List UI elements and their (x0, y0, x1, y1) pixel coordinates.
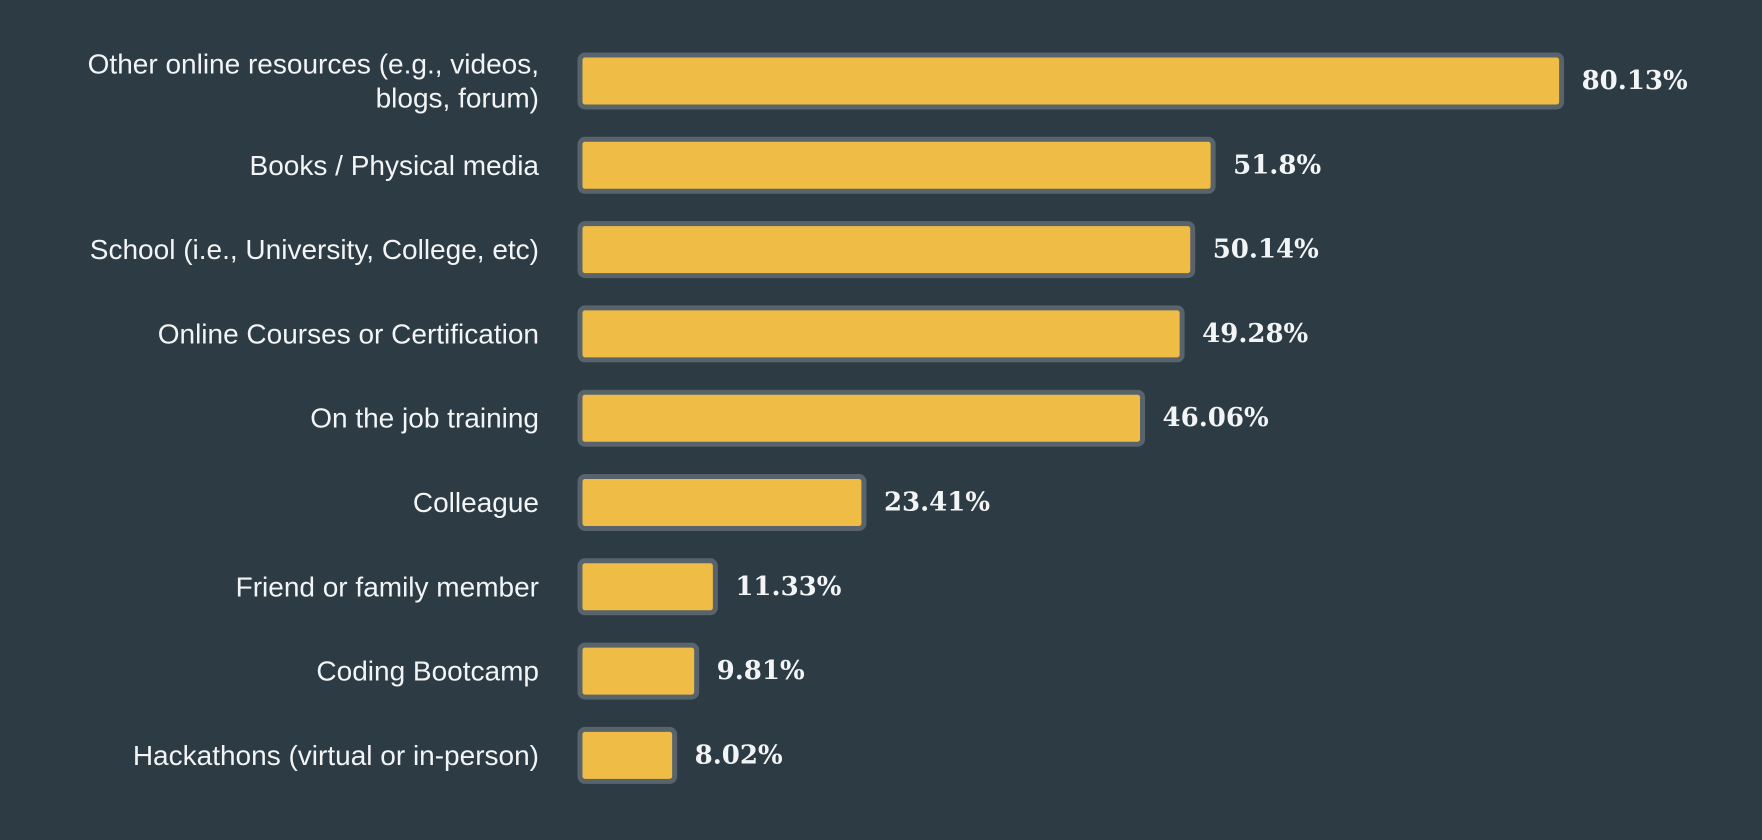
bar-3 (577, 305, 1185, 363)
category-label-2: School (i.e., University, College, etc) (90, 234, 539, 265)
bar-0 (577, 52, 1565, 110)
bars-group (577, 52, 1565, 784)
category-label-line: On the job training (310, 403, 539, 434)
bar-2 (577, 221, 1196, 279)
value-label-5: 23.41% (884, 488, 990, 518)
value-label-3: 49.28% (1202, 319, 1308, 349)
category-label-8: Hackathons (virtual or in-person) (133, 740, 539, 771)
bar-6 (577, 558, 718, 616)
bar-1 (577, 136, 1216, 194)
value-label-2: 50.14% (1213, 235, 1319, 265)
value-label-6: 11.33% (735, 572, 841, 602)
category-label-0: Other online resources (e.g., videos, blo… (88, 49, 539, 114)
category-label-line: Other online resources (e.g., videos, (88, 49, 539, 80)
value-label-0: 80.13% (1582, 66, 1688, 96)
category-label-line: Colleague (413, 487, 539, 518)
category-label-line: Hackathons (virtual or in-person) (133, 740, 539, 771)
category-label-5: Colleague (413, 487, 539, 518)
bar-8 (577, 726, 678, 784)
bar-4 (577, 389, 1146, 447)
value-label-7: 9.81% (717, 656, 805, 686)
bar-5 (577, 474, 867, 531)
category-label-6: Friend or family member (236, 571, 539, 602)
category-label-4: On the job training (310, 403, 539, 434)
category-labels-group: Other online resources (e.g., videos, blo… (88, 49, 540, 771)
category-label-3: Online Courses or Certification (158, 318, 539, 349)
category-label-line: Online Courses or Certification (158, 318, 539, 349)
category-label-line: blogs, forum) (376, 83, 539, 114)
category-label-line: Books / Physical media (250, 150, 540, 181)
value-labels-group: 80.13% 51.8% 50.14% 49.28% 46.06% 23.41% 11.33… (695, 66, 1688, 770)
category-label-line: Friend or family member (236, 571, 539, 602)
category-label-7: Coding Bootcamp (316, 656, 539, 687)
value-label-8: 8.02% (695, 740, 783, 770)
category-label-line: Coding Bootcamp (316, 656, 539, 687)
value-label-4: 46.06% (1163, 403, 1269, 433)
value-label-1: 51.8% (1233, 150, 1321, 180)
category-label-1: Books / Physical media (250, 150, 540, 181)
bar-7 (577, 642, 700, 700)
category-label-line: School (i.e., University, College, etc) (90, 234, 539, 265)
